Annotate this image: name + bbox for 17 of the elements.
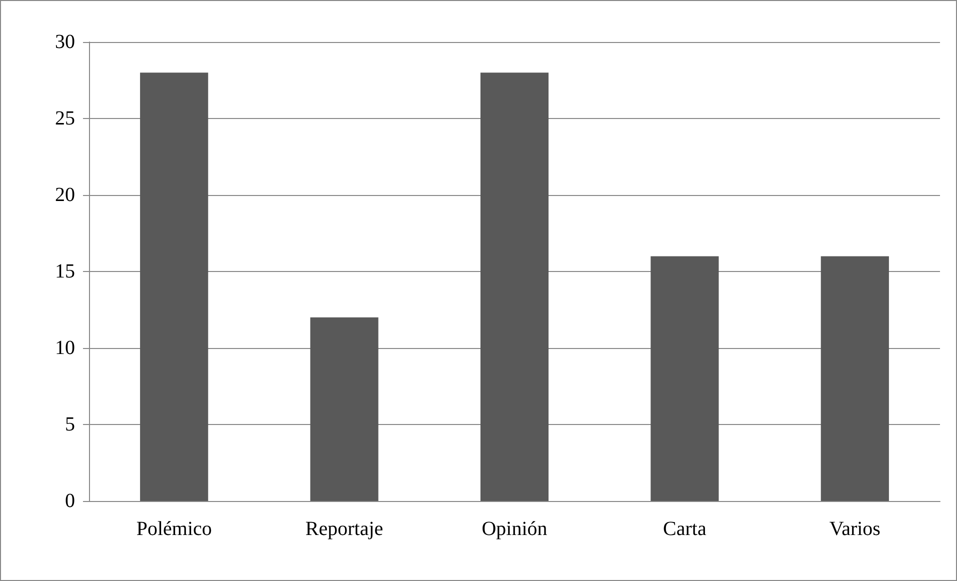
x-tick-label: Varios <box>829 518 881 540</box>
y-tick-label: 0 <box>65 490 75 512</box>
bar <box>140 72 208 501</box>
y-tick-label: 15 <box>55 260 75 282</box>
bar <box>650 256 719 501</box>
y-tick-label: 10 <box>55 337 75 359</box>
x-tick-label: Opinión <box>482 518 548 540</box>
bar <box>310 317 378 501</box>
y-tick-label: 25 <box>55 108 75 130</box>
y-tick-label: 5 <box>65 414 75 436</box>
bar <box>820 256 889 501</box>
y-tick-label: 30 <box>55 31 75 53</box>
y-tick-label: 20 <box>55 184 75 206</box>
x-tick-label: Polémico <box>136 518 212 540</box>
bar <box>480 72 549 501</box>
x-tick-label: Carta <box>663 518 706 540</box>
x-tick-label: Reportaje <box>305 518 384 540</box>
